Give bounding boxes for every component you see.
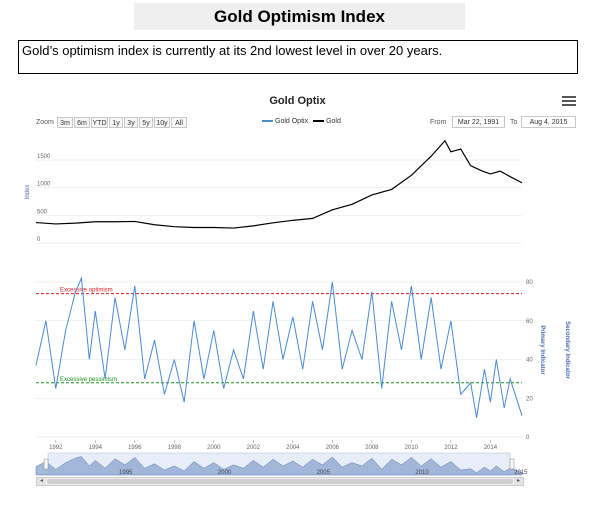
navigator-xlabel: 2010 bbox=[415, 470, 429, 476]
bottom-ytick-label: 40 bbox=[526, 358, 533, 364]
navigator-xlabel: 2015 bbox=[514, 470, 528, 476]
caption-box: Gold’s optimism index is currently at it… bbox=[18, 40, 578, 74]
xtick-label: 1998 bbox=[168, 445, 182, 451]
scroll-right-arrow-icon[interactable]: ▸ bbox=[514, 478, 523, 485]
gold-optix-line bbox=[35, 276, 523, 418]
zoom-button-all[interactable]: All bbox=[171, 117, 187, 128]
xtick-label: 1994 bbox=[89, 445, 103, 451]
navigator-xlabel: 2005 bbox=[317, 470, 331, 476]
from-date-input[interactable]: Mar 22, 1991 bbox=[452, 116, 505, 128]
xtick-label: 2002 bbox=[247, 445, 261, 451]
zoom-button-ytd[interactable]: YTD bbox=[91, 117, 108, 128]
hamburger-menu-icon[interactable] bbox=[562, 96, 576, 108]
from-label: From bbox=[430, 119, 447, 126]
top-yaxis-label: Index bbox=[25, 185, 31, 200]
xtick-label: 1992 bbox=[49, 445, 63, 451]
legend: Gold Optix Gold bbox=[262, 118, 341, 125]
zoom-button-5y[interactable]: 5y bbox=[139, 117, 153, 128]
scrollbar-thumb[interactable] bbox=[47, 479, 513, 484]
page-title: Gold Optimism Index bbox=[134, 3, 465, 30]
navigator-scrollbar[interactable]: ◂ ▸ bbox=[36, 477, 524, 486]
xtick-label: 2010 bbox=[405, 445, 419, 451]
legend-item-gold[interactable]: Gold bbox=[313, 118, 341, 125]
xtick-label: 2008 bbox=[365, 445, 379, 451]
navigator-area bbox=[35, 456, 523, 476]
xtick-label: 1996 bbox=[128, 445, 142, 451]
navigator-right-handle bbox=[509, 458, 515, 470]
legend-item-gold-optix[interactable]: Gold Optix bbox=[262, 118, 308, 125]
xtick-label: 2012 bbox=[444, 445, 458, 451]
threshold-label-1: Excessive pessimism bbox=[60, 377, 117, 383]
zoom-button-6m[interactable]: 6m bbox=[74, 117, 90, 128]
to-date-input[interactable]: Aug 4, 2015 bbox=[521, 116, 576, 128]
top-ytick-label: 500 bbox=[37, 209, 48, 215]
bottom-ytick-label: 60 bbox=[526, 319, 533, 325]
zoom-button-3m[interactable]: 3m bbox=[57, 117, 73, 128]
top-ytick-label: 1500 bbox=[37, 154, 51, 160]
xtick-label: 2000 bbox=[207, 445, 221, 451]
zoom-label: Zoom bbox=[36, 119, 54, 126]
xtick-label: 2006 bbox=[326, 445, 340, 451]
to-label: To bbox=[510, 119, 518, 126]
top-ytick-label: 0 bbox=[37, 237, 41, 243]
navigator-xlabel: 1995 bbox=[119, 470, 133, 476]
bottom-ytick-label: 0 bbox=[526, 435, 530, 441]
primary-indicator-label: Primary Indicator bbox=[539, 325, 545, 375]
zoom-button-1y[interactable]: 1y bbox=[109, 117, 123, 128]
zoom-button-3y[interactable]: 3y bbox=[124, 117, 138, 128]
xtick-label: 2004 bbox=[286, 445, 300, 451]
bottom-ytick-label: 20 bbox=[526, 396, 533, 402]
scroll-left-arrow-icon[interactable]: ◂ bbox=[37, 478, 46, 485]
bottom-ytick-label: 80 bbox=[526, 280, 533, 286]
chart-title: Gold Optix bbox=[269, 95, 326, 107]
navigator-xlabel: 2000 bbox=[218, 470, 232, 476]
top-ytick-label: 1000 bbox=[37, 182, 51, 188]
threshold-label-0: Excessive optimism bbox=[60, 288, 113, 294]
zoom-button-10y[interactable]: 10y bbox=[154, 117, 170, 128]
secondary-indicator-label: Secondary Indicator bbox=[564, 321, 570, 379]
navigator-left-handle bbox=[43, 458, 49, 470]
xtick-label: 2014 bbox=[484, 445, 498, 451]
gold-price-line bbox=[35, 139, 523, 229]
